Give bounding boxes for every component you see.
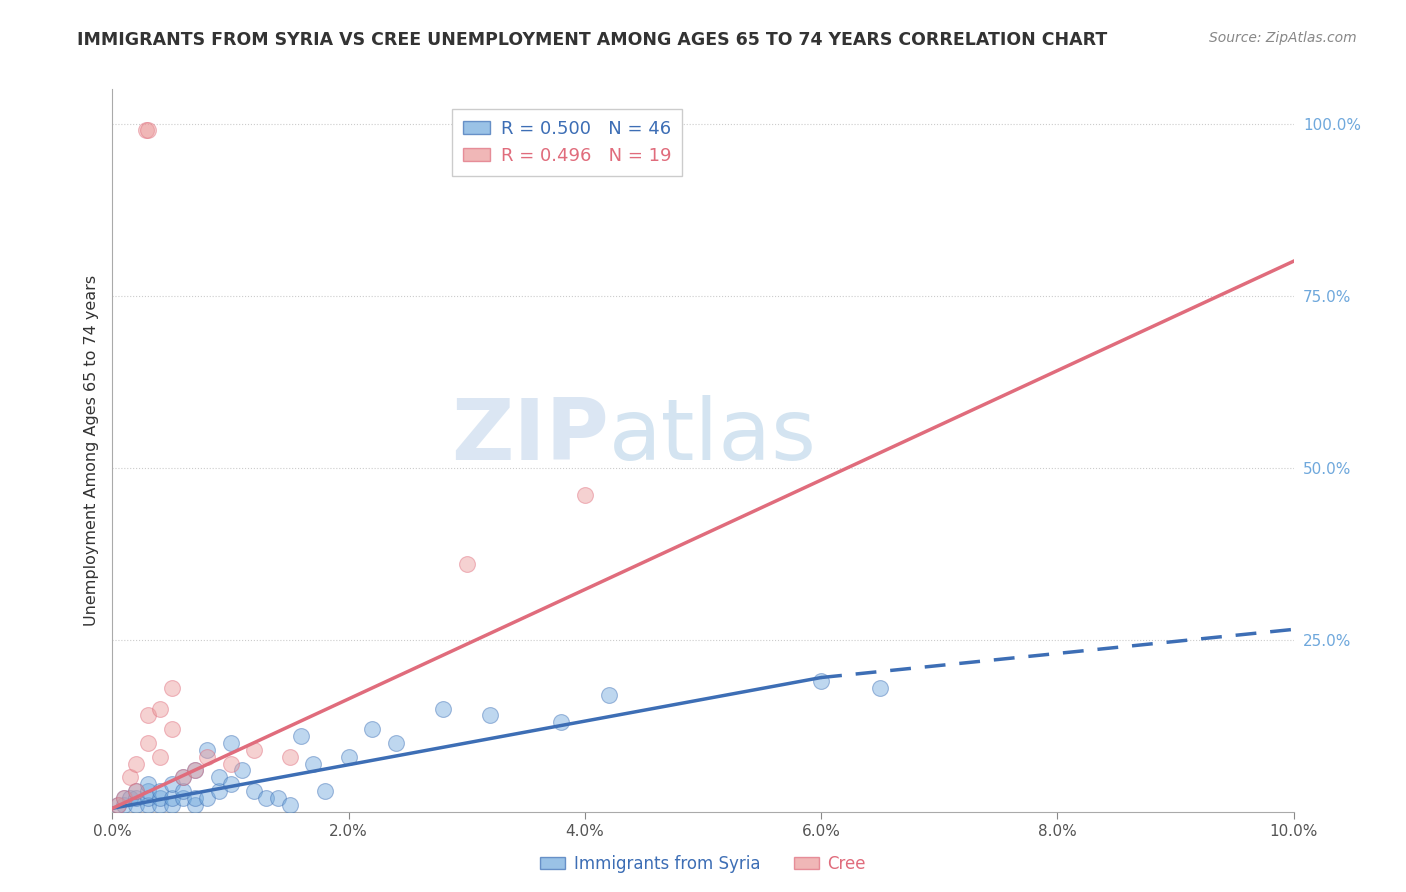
Point bbox=[337, 749, 360, 764]
Point bbox=[208, 770, 231, 784]
Point bbox=[172, 791, 194, 805]
Point bbox=[195, 743, 218, 757]
Point bbox=[254, 791, 277, 805]
Point bbox=[869, 681, 891, 695]
Point bbox=[219, 736, 242, 750]
Point bbox=[136, 736, 159, 750]
Point bbox=[219, 777, 242, 791]
Y-axis label: Unemployment Among Ages 65 to 74 years: Unemployment Among Ages 65 to 74 years bbox=[83, 275, 98, 626]
Point bbox=[195, 749, 218, 764]
Point bbox=[314, 784, 336, 798]
Point bbox=[136, 777, 159, 791]
Text: atlas: atlas bbox=[609, 394, 817, 477]
Point bbox=[160, 722, 183, 736]
Point bbox=[125, 791, 148, 805]
Point bbox=[107, 797, 129, 812]
Point bbox=[302, 756, 325, 771]
Point bbox=[267, 791, 290, 805]
Point bbox=[125, 756, 148, 771]
Text: ZIP: ZIP bbox=[451, 394, 609, 477]
Point bbox=[136, 784, 159, 798]
Point bbox=[574, 488, 596, 502]
Legend: Immigrants from Syria, Cree: Immigrants from Syria, Cree bbox=[534, 848, 872, 880]
Point bbox=[125, 797, 148, 812]
Point bbox=[136, 791, 159, 805]
Point bbox=[243, 743, 266, 757]
Point bbox=[184, 791, 207, 805]
Point bbox=[278, 749, 301, 764]
Point bbox=[432, 701, 454, 715]
Point bbox=[231, 764, 253, 778]
Text: Source: ZipAtlas.com: Source: ZipAtlas.com bbox=[1209, 31, 1357, 45]
Point bbox=[107, 797, 129, 812]
Point bbox=[135, 123, 157, 137]
Point bbox=[136, 708, 159, 723]
Point bbox=[149, 791, 172, 805]
Point bbox=[136, 797, 159, 812]
Point bbox=[243, 784, 266, 798]
Point bbox=[160, 681, 183, 695]
Point bbox=[120, 770, 142, 784]
Point bbox=[160, 791, 183, 805]
Point bbox=[550, 715, 572, 730]
Point bbox=[278, 797, 301, 812]
Point bbox=[172, 770, 194, 784]
Point bbox=[149, 749, 172, 764]
Point bbox=[172, 770, 194, 784]
Point bbox=[208, 784, 231, 798]
Point bbox=[361, 722, 384, 736]
Point bbox=[184, 797, 207, 812]
Point bbox=[149, 784, 172, 798]
Point bbox=[172, 784, 194, 798]
Point bbox=[184, 764, 207, 778]
Text: IMMIGRANTS FROM SYRIA VS CREE UNEMPLOYMENT AMONG AGES 65 TO 74 YEARS CORRELATION: IMMIGRANTS FROM SYRIA VS CREE UNEMPLOYME… bbox=[77, 31, 1108, 49]
Point bbox=[195, 791, 218, 805]
Point bbox=[810, 673, 832, 688]
Point bbox=[456, 557, 478, 571]
Point bbox=[112, 791, 135, 805]
Point bbox=[598, 688, 620, 702]
Point bbox=[112, 791, 135, 805]
Point bbox=[184, 764, 207, 778]
Point bbox=[125, 784, 148, 798]
Point bbox=[160, 777, 183, 791]
Point bbox=[385, 736, 408, 750]
Point bbox=[112, 797, 135, 812]
Legend: R = 0.500   N = 46, R = 0.496   N = 19: R = 0.500 N = 46, R = 0.496 N = 19 bbox=[453, 109, 682, 176]
Point bbox=[479, 708, 502, 723]
Point bbox=[160, 797, 183, 812]
Point bbox=[290, 729, 312, 743]
Point bbox=[219, 756, 242, 771]
Point bbox=[136, 123, 159, 137]
Point bbox=[149, 797, 172, 812]
Point bbox=[125, 784, 148, 798]
Point bbox=[149, 701, 172, 715]
Point bbox=[120, 791, 142, 805]
